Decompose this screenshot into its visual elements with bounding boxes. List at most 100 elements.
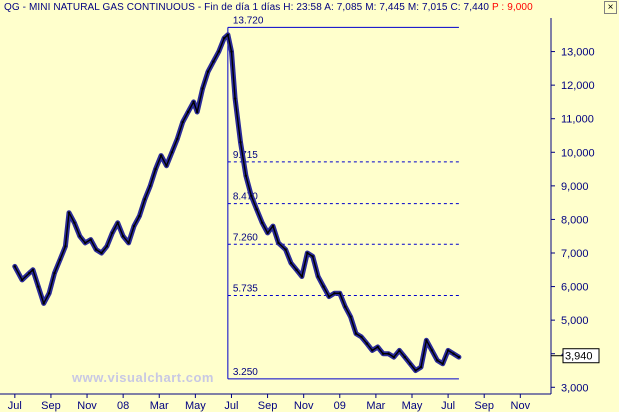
- fib-level-label: 7.260: [233, 232, 258, 243]
- price-point: [457, 355, 461, 359]
- price-point: [250, 194, 253, 198]
- y-tick-label: 12,000: [561, 80, 595, 92]
- price-point: [84, 241, 87, 245]
- y-tick-label: 11,000: [561, 114, 594, 126]
- price-point: [13, 265, 16, 268]
- price-point: [37, 285, 40, 288]
- price-point: [94, 248, 98, 251]
- price-point: [192, 100, 195, 104]
- price-point: [223, 36, 226, 40]
- price-point: [398, 349, 401, 352]
- price-point: [371, 349, 374, 352]
- fib-level-label: 13.720: [233, 15, 264, 26]
- ohlc-m2-label: M:: [407, 2, 420, 13]
- watermark: www.visualchart.com: [72, 370, 214, 385]
- ohlc-m2-value: 7,015: [422, 2, 448, 13]
- x-tick-label: 09: [334, 400, 346, 412]
- ohlc-c-value: 7,440: [463, 2, 490, 13]
- title-bar: QG - MINI NATURAL GAS CONTINUOUS - Fin d…: [0, 0, 619, 16]
- price-point: [344, 305, 347, 308]
- price-point: [165, 164, 168, 167]
- price-point: [143, 198, 146, 201]
- price-point: [349, 315, 352, 318]
- x-tick-label: Nov: [511, 400, 531, 412]
- price-point: [322, 285, 325, 288]
- price-point: [414, 369, 417, 372]
- price-point: [73, 221, 76, 224]
- price-point: [300, 275, 304, 278]
- price-point: [284, 248, 287, 251]
- price-point: [111, 231, 114, 235]
- y-tick-label: 6,000: [561, 282, 589, 294]
- price-point: [271, 224, 275, 228]
- price-point: [436, 359, 439, 362]
- y-tick-label: 10,000: [561, 147, 595, 159]
- price-point: [419, 365, 423, 369]
- price-point: [392, 355, 396, 359]
- fib-level-label: 9.715: [233, 150, 258, 161]
- price-point: [365, 342, 369, 345]
- price-point: [261, 221, 264, 224]
- price-point: [409, 362, 412, 365]
- price-point: [425, 339, 428, 342]
- price-point: [89, 238, 92, 241]
- price-point: [100, 251, 103, 255]
- x-tick-label: Sep: [474, 400, 494, 412]
- price-point: [244, 174, 248, 177]
- price-point: [338, 292, 341, 295]
- y-tick-label: 3,000: [561, 382, 589, 394]
- x-axis-ticks: Jul Sep Nov 08 Mar May Jul Sep Nov 09 Mar May Jul Sep…: [8, 394, 531, 412]
- price-point: [42, 302, 45, 305]
- price-point: [452, 352, 455, 355]
- price-point: [186, 110, 190, 114]
- price-series-group: [12, 32, 462, 373]
- x-tick-label: Mar: [150, 400, 169, 412]
- price-point: [226, 33, 230, 36]
- price-point: [387, 352, 390, 355]
- price-point: [295, 268, 298, 271]
- close-button[interactable]: ×: [604, 1, 617, 14]
- price-point: [403, 355, 406, 359]
- last-value-label: 3,940: [565, 351, 593, 363]
- x-tick-label: May: [185, 400, 206, 412]
- x-tick-label: Jul: [441, 400, 455, 412]
- price-point: [430, 349, 434, 352]
- price-point: [333, 292, 336, 295]
- price-point: [239, 141, 242, 144]
- price-point: [217, 50, 220, 53]
- x-tick-label: Sep: [41, 400, 61, 412]
- price-point: [327, 295, 331, 298]
- price-point: [255, 208, 258, 211]
- y-tick-label: 5,000: [561, 315, 589, 327]
- price-point: [31, 268, 35, 271]
- title-text: QG - MINI NATURAL GAS CONTINUOUS - Fin d…: [4, 2, 533, 13]
- x-tick-label: Jul: [8, 400, 22, 412]
- x-tick-label: May: [402, 400, 423, 412]
- price-point: [64, 245, 67, 248]
- price-point: [132, 224, 136, 228]
- price-point: [181, 120, 184, 124]
- price-point: [354, 332, 358, 335]
- price-point: [28, 271, 31, 275]
- ohlc-a-label: A:: [324, 2, 334, 13]
- ohlc-a-value: 7,085: [336, 2, 363, 13]
- fib-level-label: 5.735: [233, 283, 258, 294]
- price-point: [127, 241, 130, 245]
- price-point: [121, 235, 125, 238]
- fib-level-label: 3.250: [233, 367, 258, 378]
- x-tick-label: Jul: [224, 400, 238, 412]
- price-point: [149, 184, 152, 188]
- y-tick-label: 13,000: [561, 47, 595, 59]
- fibonacci-retracement[interactable]: 13.720 9.715 8.470 7.260 5.735 3.250: [227, 15, 459, 380]
- y-tick-label: 8,000: [561, 214, 589, 226]
- last-value-marker: 3,940: [551, 348, 600, 364]
- price-point: [67, 211, 71, 214]
- price-point: [47, 292, 51, 295]
- price-point: [376, 345, 379, 349]
- price-point: [53, 271, 56, 275]
- x-tick-label: Mar: [366, 400, 385, 412]
- x-tick-label: Nov: [294, 400, 314, 412]
- price-point: [176, 137, 179, 141]
- price-point: [201, 87, 204, 90]
